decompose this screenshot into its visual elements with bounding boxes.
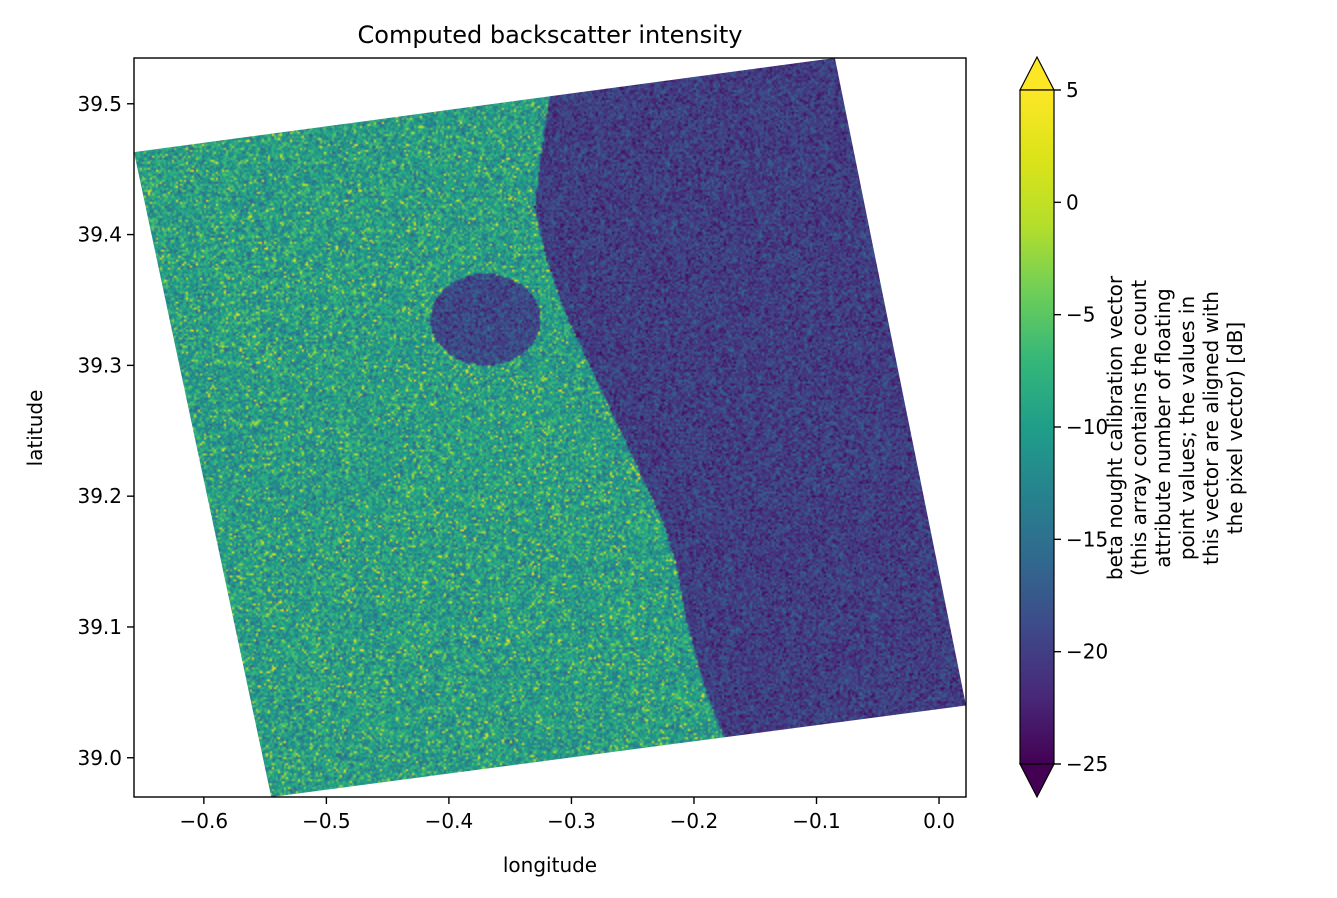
y-tick-label: 39.0 <box>77 746 122 770</box>
backscatter-raster <box>134 58 966 797</box>
y-tick-label: 39.1 <box>77 615 122 639</box>
colorbar-extend-top <box>1019 55 1055 91</box>
colorbar-tick-label: −5 <box>1066 303 1095 327</box>
colorbar-tick-label: 0 <box>1066 190 1079 214</box>
colorbar-title-line: point values; the values in <box>1175 296 1199 560</box>
colorbar-title-line: (this array contains the count <box>1127 280 1151 576</box>
x-tick-label: −0.3 <box>547 809 596 833</box>
y-axis: 39.0 39.1 39.2 39.3 39.4 39.5 <box>77 92 134 770</box>
y-tick-label: 39.2 <box>77 484 122 508</box>
x-tick-label: −0.5 <box>302 809 351 833</box>
y-axis-title: latitude <box>23 390 47 467</box>
colorbar-tick-label: −10 <box>1066 415 1108 439</box>
x-axis: −0.6 −0.5 −0.4 −0.3 −0.2 −0.1 0.0 <box>180 797 955 833</box>
y-tick-label: 39.3 <box>77 353 122 377</box>
colorbar-tick-label: −20 <box>1066 640 1108 664</box>
y-tick-label: 39.5 <box>77 92 122 116</box>
colorbar-tick-label: −15 <box>1066 527 1108 551</box>
colorbar-title-line: beta nought calibration vector <box>1103 275 1127 580</box>
x-tick-label: −0.6 <box>180 809 229 833</box>
plot-frame <box>133 57 967 798</box>
colorbar-ticks: 5 0 −5 −10 −15 −20 −25 <box>1054 78 1108 776</box>
x-tick-label: −0.2 <box>670 809 719 833</box>
x-tick-label: −0.4 <box>425 809 474 833</box>
colorbar-title-line: attribute number of floating <box>1151 288 1175 568</box>
colorbar-title: beta nought calibration vector (this arra… <box>1103 275 1247 580</box>
x-tick-label: −0.1 <box>792 809 841 833</box>
colorbar-tick-label: 5 <box>1066 78 1079 102</box>
x-axis-title: longitude <box>503 853 597 877</box>
colorbar-extend-bottom <box>1019 763 1055 799</box>
colorbar-tick-label: −25 <box>1066 752 1108 776</box>
chart-title: Computed backscatter intensity <box>358 21 743 49</box>
colorbar-title-line: the pixel vector) [dB] <box>1223 322 1247 535</box>
plot-area <box>134 58 966 797</box>
x-tick-label: 0.0 <box>923 809 955 833</box>
colorbar: 5 0 −5 −10 −15 −20 −25 beta nought calibration… <box>1019 55 1247 799</box>
colorbar-title-line: this vector are aligned with <box>1199 291 1223 565</box>
colorbar-body <box>1019 89 1055 765</box>
y-tick-label: 39.4 <box>77 223 122 247</box>
